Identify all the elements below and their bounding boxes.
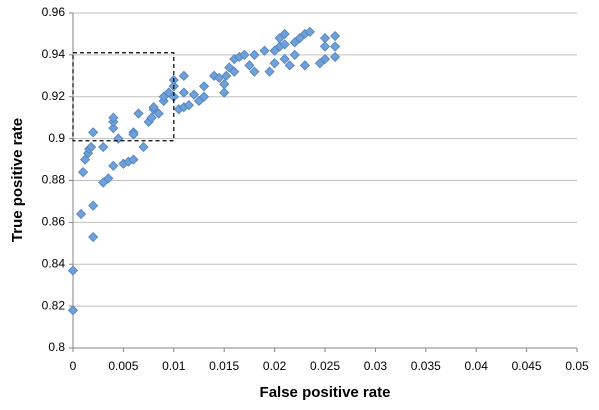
point xyxy=(249,66,260,77)
point xyxy=(198,91,210,102)
point xyxy=(330,41,341,52)
x-axis-title: False positive rate xyxy=(260,384,391,401)
point xyxy=(148,102,159,113)
y-tick-label: 0.8 xyxy=(48,340,65,354)
point xyxy=(88,127,99,138)
point xyxy=(67,265,79,276)
point xyxy=(128,129,139,140)
point xyxy=(86,141,97,153)
x-tick-label: 0.005 xyxy=(108,359,138,373)
point xyxy=(259,45,270,56)
x-tick-label: 0 xyxy=(70,359,77,373)
point xyxy=(219,87,230,98)
x-tick-label: 0.01 xyxy=(162,359,186,373)
point xyxy=(108,112,119,123)
x-tick-label: 0.015 xyxy=(209,359,239,373)
x-tick-label: 0.02 xyxy=(263,359,287,373)
y-tick-label: 0.96 xyxy=(42,5,66,19)
y-tick-label: 0.84 xyxy=(42,256,66,270)
point xyxy=(198,81,210,92)
point xyxy=(75,208,87,220)
point xyxy=(128,154,139,165)
point xyxy=(67,305,79,316)
point xyxy=(98,141,109,153)
point xyxy=(319,41,331,52)
y-tick-label: 0.82 xyxy=(42,298,66,312)
x-tick-label: 0.025 xyxy=(310,359,340,373)
point xyxy=(153,108,164,119)
highlight-box xyxy=(72,52,175,142)
point xyxy=(88,231,99,243)
point xyxy=(319,53,331,65)
point xyxy=(279,28,290,40)
point xyxy=(103,173,114,184)
point xyxy=(178,70,189,81)
x-tick-label: 0.03 xyxy=(364,359,388,373)
y-tick-label: 0.9 xyxy=(48,131,65,145)
point xyxy=(330,51,341,63)
x-tick-label: 0.035 xyxy=(411,359,441,373)
point xyxy=(244,60,255,71)
point xyxy=(279,53,290,65)
point xyxy=(88,200,99,211)
point xyxy=(188,89,200,100)
point xyxy=(108,160,119,171)
point xyxy=(330,30,341,42)
point xyxy=(138,141,149,153)
point xyxy=(319,33,331,44)
point xyxy=(113,133,124,144)
point xyxy=(133,108,144,119)
point xyxy=(279,39,290,50)
point xyxy=(249,49,260,60)
point xyxy=(299,60,310,71)
point xyxy=(284,60,295,71)
y-tick-label: 0.92 xyxy=(42,89,66,103)
point xyxy=(219,79,230,90)
x-tick-label: 0.045 xyxy=(512,359,542,373)
point xyxy=(239,49,250,60)
point xyxy=(108,123,119,134)
y-tick-label: 0.94 xyxy=(42,47,66,61)
y-tick-label: 0.88 xyxy=(42,173,66,187)
y-tick-label: 0.86 xyxy=(42,215,66,229)
x-tick-label: 0.05 xyxy=(565,359,589,373)
x-tick-label: 0.04 xyxy=(465,359,489,373)
point xyxy=(269,58,280,69)
point xyxy=(146,112,157,123)
point xyxy=(183,100,194,111)
point xyxy=(178,87,189,98)
point xyxy=(289,49,300,60)
point xyxy=(229,66,240,77)
point xyxy=(221,70,232,81)
y-axis-title: True positive rate xyxy=(9,118,26,242)
point xyxy=(78,167,89,178)
point xyxy=(264,66,275,77)
point xyxy=(304,26,315,37)
